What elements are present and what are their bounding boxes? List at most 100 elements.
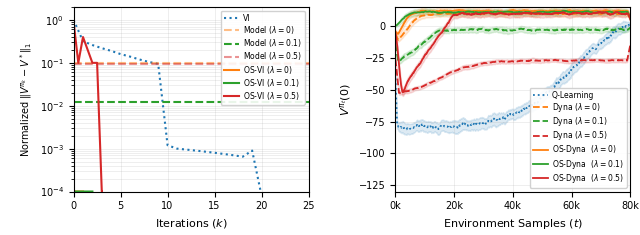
OS-Dyna  ($\lambda = 0$) [392,30,399,33]
Q-Learning [392,77,399,80]
Model ($\lambda = 0.5$) [70,63,77,65]
Dyna ($\lambda = 0$) [540,11,548,14]
Line: VI: VI [74,20,271,203]
Dyna ($\lambda = 0.5$) [627,43,634,46]
VI [220,153,228,155]
OS-VI ($\lambda = 0.5$) [79,36,87,39]
Dyna ($\lambda = 0.1$) [579,28,587,31]
OS-VI ($\lambda = 0.5$) [88,61,96,64]
Dyna ($\lambda = 0$) [627,18,634,21]
OS-Dyna  ($\lambda = 0.5$) [487,12,495,15]
VI [173,147,181,150]
Line: Dyna ($\lambda = 0.5$): Dyna ($\lambda = 0.5$) [396,44,630,93]
Q-Learning [627,25,634,27]
VI [116,53,124,55]
VI [154,63,162,65]
Legend: Q-Learning, Dyna ($\lambda = 0$), Dyna ($\lambda = 0.1$), Dyna ($\lambda = 0.5$): Q-Learning, Dyna ($\lambda = 0$), Dyna (… [530,88,627,188]
OS-Dyna  ($\lambda = 0$) [627,17,634,20]
Dyna ($\lambda = 0.1$) [416,44,424,47]
Q-Learning [625,24,632,27]
Q-Learning [575,61,583,64]
Q-Learning [487,120,495,122]
Dyna ($\lambda = 0$) [392,33,399,35]
OS-VI ($\lambda = 0.5$) [93,61,101,64]
OS-VI ($\lambda = 0.5$) [98,190,106,193]
OS-Dyna  ($\lambda = 0$) [580,9,588,12]
VI [248,149,256,152]
OS-VI ($\lambda = 0.1$) [70,190,77,193]
Line: OS-Dyna  ($\lambda = 0.1$): OS-Dyna ($\lambda = 0.1$) [396,11,630,26]
Q-Learning [403,128,410,131]
Dyna ($\lambda = 0.1$) [553,28,561,31]
Line: Q-Learning: Q-Learning [396,25,630,129]
Dyna ($\lambda = 0.5$) [392,58,399,61]
OS-VI ($\lambda = 0.1$) [88,190,96,193]
VI [211,151,218,154]
VI [88,44,96,47]
Model ($\lambda = 0.1$) [79,101,87,104]
Line: OS-VI ($\lambda = 0.1$): OS-VI ($\lambda = 0.1$) [74,23,92,192]
Line: OS-Dyna  ($\lambda = 0.5$): OS-Dyna ($\lambda = 0.5$) [396,12,630,92]
OS-Dyna  ($\lambda = 0$) [394,32,402,35]
OS-Dyna  ($\lambda = 0$) [495,10,503,13]
Y-axis label: Normalized $\|V^{\pi_k} - V^*\|_1$: Normalized $\|V^{\pi_k} - V^*\|_1$ [19,42,34,157]
Dyna ($\lambda = 0.1$) [487,29,495,31]
Dyna ($\lambda = 0$) [580,12,588,15]
OS-Dyna  ($\lambda = 0.1$) [627,17,634,20]
VI [192,149,200,152]
OS-Dyna  ($\lambda = 0$) [487,10,495,12]
Dyna ($\lambda = 0.1$) [394,60,402,63]
OS-Dyna  ($\lambda = 0.1$) [486,11,494,13]
Dyna ($\lambda = 0.1$) [495,28,503,31]
OS-Dyna  ($\lambda = 0.5$) [553,11,561,14]
Line: OS-VI ($\lambda = 0$): OS-VI ($\lambda = 0$) [74,22,83,192]
Dyna ($\lambda = 0.5$) [396,92,403,94]
OS-Dyna  ($\lambda = 0.5$) [575,12,583,14]
Dyna ($\lambda = 0.1$) [627,27,634,29]
Line: Dyna ($\lambda = 0$): Dyna ($\lambda = 0$) [396,13,630,40]
OS-Dyna  ($\lambda = 0.1$) [415,11,423,14]
Dyna ($\lambda = 0$) [394,38,402,41]
OS-Dyna  ($\lambda = 0.1$) [495,11,503,13]
Dyna ($\lambda = 0$) [487,12,495,14]
Q-Learning [495,118,503,120]
VI [108,50,115,52]
OS-Dyna  ($\lambda = 0.5$) [596,11,604,13]
OS-VI ($\lambda = 0$) [70,20,77,23]
Dyna ($\lambda = 0.1$) [392,43,399,46]
VI [258,194,266,197]
VI [70,19,77,21]
VI [239,155,246,158]
VI [267,201,275,204]
OS-Dyna  ($\lambda = 0$) [554,9,561,12]
Q-Learning [416,124,424,127]
Line: OS-VI ($\lambda = 0.5$): OS-VI ($\lambda = 0.5$) [74,22,102,192]
VI [126,55,134,58]
OS-Dyna  ($\lambda = 0.1$) [553,11,561,13]
OS-VI ($\lambda = 0$) [70,190,77,193]
OS-Dyna  ($\lambda = 0$) [416,10,424,13]
Dyna ($\lambda = 0.5$) [416,86,424,89]
OS-Dyna  ($\lambda = 0.1$) [561,9,569,12]
OS-Dyna  ($\lambda = 0.5$) [416,63,424,65]
OS-Dyna  ($\lambda = 0.5$) [392,32,399,35]
OS-Dyna  ($\lambda = 0.5$) [627,18,634,21]
Dyna ($\lambda = 0$) [495,12,503,15]
Q-Learning [579,57,587,60]
Line: OS-Dyna  ($\lambda = 0$): OS-Dyna ($\lambda = 0$) [396,10,630,34]
Dyna ($\lambda = 0.5$) [553,59,561,62]
OS-Dyna  ($\lambda = 0.5$) [579,12,587,15]
OS-Dyna  ($\lambda = 0$) [575,10,583,12]
VI [79,40,87,43]
OS-VI ($\lambda = 0.5$) [98,190,106,193]
VI [202,150,209,153]
Model ($\lambda = 0.5$) [79,63,87,65]
Dyna ($\lambda = 0.1$) [627,27,634,29]
Dyna ($\lambda = 0.5$) [495,60,503,63]
Dyna ($\lambda = 0.5$) [487,61,495,64]
Dyna ($\lambda = 0$) [554,12,561,15]
Model ($\lambda = 0.1$) [70,101,77,104]
Dyna ($\lambda = 0$) [575,12,583,15]
Dyna ($\lambda = 0.1$) [575,29,583,31]
Legend: VI, Model ($\lambda = 0$), Model ($\lambda = 0.1$), Model ($\lambda = 0.5$), OS-: VI, Model ($\lambda = 0$), Model ($\lamb… [221,11,305,105]
